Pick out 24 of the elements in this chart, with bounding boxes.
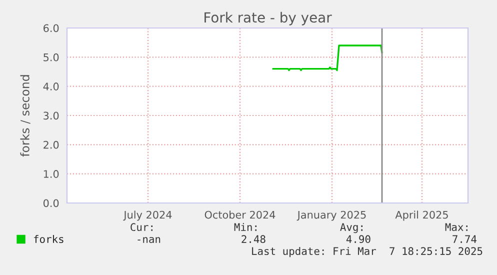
text: 7.74 bbox=[452, 235, 477, 243]
y-tick-label: 2.0 bbox=[44, 140, 59, 149]
text: 4.90 bbox=[346, 235, 370, 244]
text: Cur: bbox=[130, 223, 152, 232]
y-tick-label: 3.0 bbox=[44, 112, 59, 120]
text: Last update: Fri Mar 7 18:25:15 2025 bbox=[252, 246, 482, 258]
y-tick-label: 5.0 bbox=[44, 53, 59, 62]
x-tick-label: January 2025 bbox=[296, 210, 366, 221]
y-tick-label: 1.0 bbox=[44, 170, 59, 178]
line-series bbox=[272, 44, 383, 72]
x-tick-label: July 2024 bbox=[123, 210, 172, 221]
chart-title: Fork rate - by year bbox=[204, 12, 332, 26]
y-tick-label: 4.0 bbox=[43, 82, 59, 90]
text: Avg: bbox=[340, 223, 362, 234]
text: Min: bbox=[234, 222, 256, 231]
x-tick-label: April 2025 bbox=[395, 210, 448, 221]
y-axis-title: forks / second bbox=[20, 75, 30, 157]
text: Max: bbox=[445, 223, 468, 232]
legend-label: forks bbox=[34, 234, 64, 244]
y-tick-label: 6.0 bbox=[44, 24, 59, 32]
text: 2.48 bbox=[242, 235, 266, 244]
y-tick-label: 0.0 bbox=[43, 199, 59, 208]
text: -nan bbox=[138, 237, 160, 244]
x-tick-label: October 2024 bbox=[204, 210, 276, 219]
